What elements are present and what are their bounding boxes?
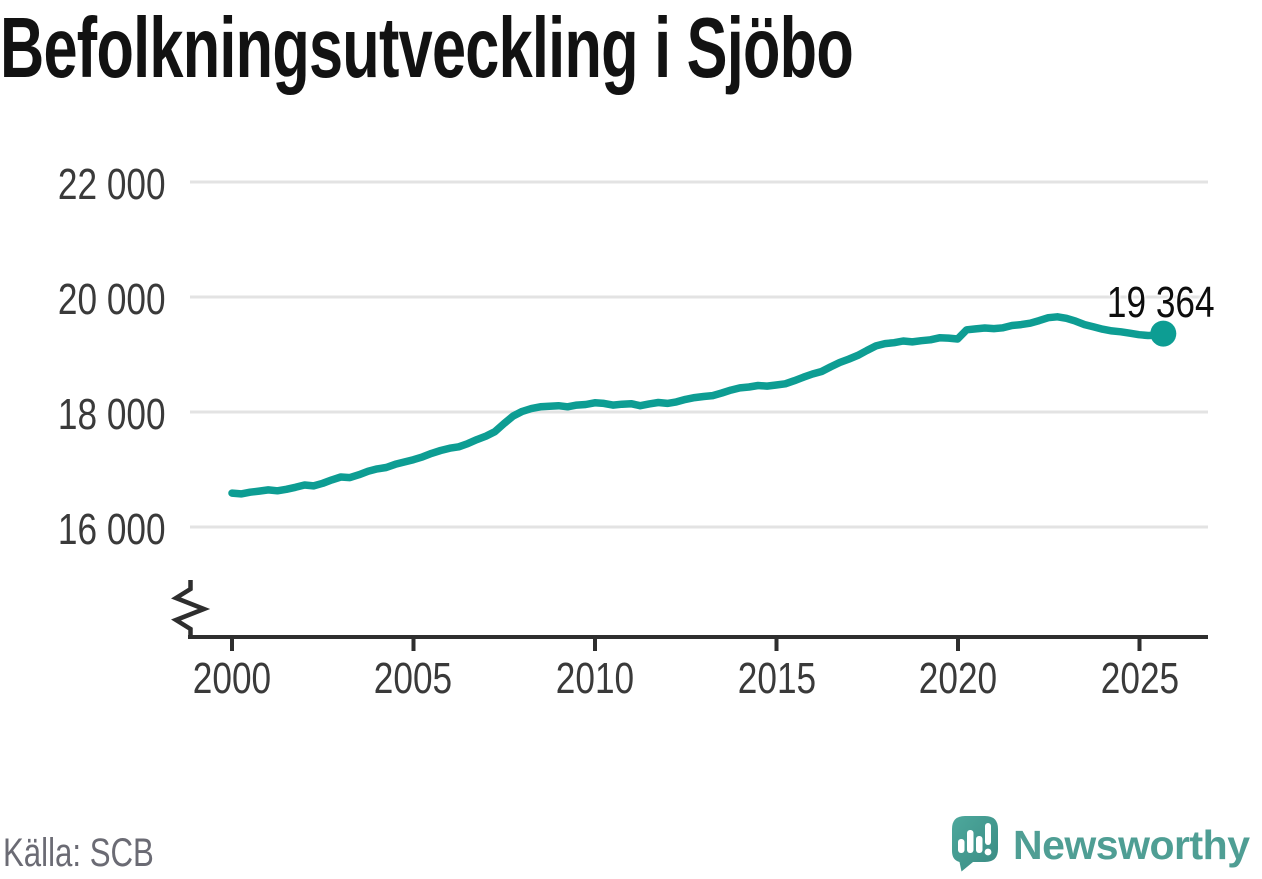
x-axis: [188, 635, 1208, 651]
gridlines: [190, 180, 1208, 529]
x-tick-label-2015: 2015: [737, 654, 817, 703]
y-tick-label-20000: 20 000: [58, 275, 166, 324]
y-tick-label-16000: 16 000: [58, 505, 166, 554]
exclamation-stem: [985, 823, 991, 845]
newsworthy-speech-bubble-bar-chart-icon: [952, 816, 998, 872]
newsworthy-logo: Newsworthy: [941, 806, 1250, 876]
y-tick-label-18000: 18 000: [58, 390, 166, 439]
y-tick-label-22000: 22 000: [58, 160, 166, 209]
x-tick-label-2005: 2005: [373, 654, 453, 703]
x-tick-label-2025: 2025: [1100, 654, 1180, 703]
population-line: [228, 313, 1168, 498]
source-note: Källa: SCB: [3, 831, 154, 875]
y-axis-break-icon: [171, 580, 211, 639]
page-title: Befolkningsutveckling i Sjöbo: [0, 1, 854, 96]
end-point-marker: [1150, 320, 1177, 347]
end-value-label: 19 364: [1107, 278, 1215, 327]
x-tick-label-2000: 2000: [192, 654, 272, 703]
x-tick-label-2010: 2010: [555, 654, 635, 703]
logo-wordmark: Newsworthy: [1013, 822, 1250, 868]
exclamation-dot: [984, 848, 992, 856]
x-tick-label-2020: 2020: [918, 654, 998, 703]
bar-chart-glyph: [958, 823, 992, 856]
